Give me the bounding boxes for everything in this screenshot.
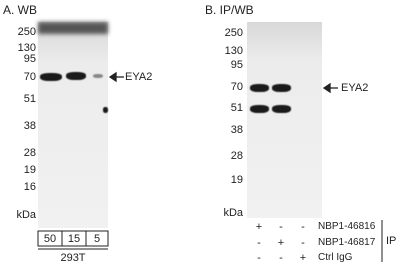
sign: - xyxy=(301,221,305,233)
panel-title: A. WB xyxy=(3,3,38,17)
marker-label: 95 xyxy=(23,53,36,65)
target-label: EYA2 xyxy=(125,71,153,83)
lane-label: 5 xyxy=(93,233,101,245)
sign: - xyxy=(301,237,305,249)
target-label: EYA2 xyxy=(341,82,369,94)
marker-label: 38 xyxy=(23,120,36,132)
marker-label: 51 xyxy=(23,93,36,105)
marker-label: 130 xyxy=(17,42,36,54)
marker-label: 51 xyxy=(230,102,243,114)
marker-label: 130 xyxy=(224,45,243,57)
band xyxy=(250,105,269,113)
sign: - xyxy=(257,252,261,264)
band xyxy=(272,105,291,113)
band xyxy=(40,73,62,81)
sign: - xyxy=(279,221,283,233)
blot xyxy=(247,22,322,218)
band xyxy=(272,84,291,92)
unit-label: kDa xyxy=(16,209,36,221)
marker-label: 250 xyxy=(17,26,36,38)
lane-label: 50 xyxy=(43,233,57,245)
marker-label: 28 xyxy=(23,147,36,159)
marker-label: 19 xyxy=(230,174,243,186)
band xyxy=(250,84,269,92)
row-label: NBP1-46817 xyxy=(318,237,376,248)
marker-label: 16 xyxy=(23,181,36,193)
marker-label: 70 xyxy=(23,71,36,83)
row-label: Ctrl IgG xyxy=(318,252,353,263)
panel-title: B. IP/WB xyxy=(205,3,254,17)
band xyxy=(66,72,86,80)
blot xyxy=(38,22,108,228)
marker-label: 38 xyxy=(230,124,243,136)
sign: + xyxy=(255,221,263,233)
marker-label: 70 xyxy=(230,81,243,93)
spot xyxy=(103,107,108,113)
sign: + xyxy=(277,237,285,249)
band xyxy=(93,74,103,78)
group-label: IP xyxy=(386,235,397,247)
cell-line: 293T xyxy=(60,252,86,264)
marker-label: 19 xyxy=(23,164,36,176)
marker-label: 28 xyxy=(230,150,243,162)
sign: - xyxy=(257,237,261,249)
lane-label: 15 xyxy=(67,233,81,245)
unit-label: kDa xyxy=(223,207,243,219)
row-label: NBP1-46816 xyxy=(318,221,376,232)
marker-label: 250 xyxy=(224,27,243,39)
sign: + xyxy=(299,252,307,264)
sign: - xyxy=(279,252,283,264)
marker-label: 95 xyxy=(230,59,243,71)
